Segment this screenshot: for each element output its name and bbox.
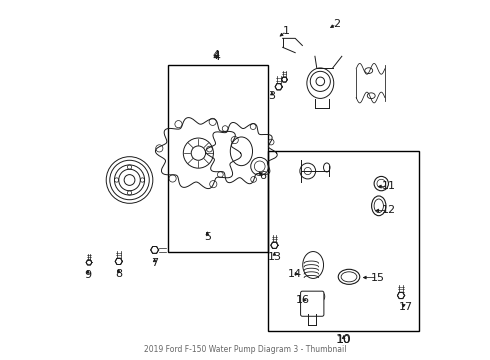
Text: 10: 10 — [337, 334, 351, 345]
Text: 10: 10 — [336, 333, 351, 346]
Text: 14: 14 — [288, 269, 301, 279]
Polygon shape — [397, 292, 405, 298]
Polygon shape — [115, 258, 122, 265]
Text: 2: 2 — [333, 19, 340, 29]
Polygon shape — [271, 242, 278, 248]
Text: 6: 6 — [259, 171, 267, 181]
Text: 8: 8 — [115, 269, 122, 279]
Text: 4: 4 — [212, 50, 220, 63]
Polygon shape — [275, 84, 282, 90]
Text: 7: 7 — [151, 258, 158, 268]
Text: 11: 11 — [381, 181, 395, 192]
Polygon shape — [151, 247, 159, 253]
Text: 17: 17 — [399, 302, 414, 312]
Bar — [269, 151, 419, 330]
Text: 15: 15 — [371, 273, 385, 283]
Polygon shape — [282, 77, 287, 82]
Text: 16: 16 — [295, 295, 309, 305]
Text: 9: 9 — [84, 270, 92, 280]
Polygon shape — [86, 260, 92, 265]
Text: 4: 4 — [213, 50, 220, 60]
FancyBboxPatch shape — [300, 291, 324, 316]
Bar — [168, 65, 269, 252]
Text: 13: 13 — [268, 252, 281, 262]
Text: 5: 5 — [204, 232, 211, 242]
Text: 12: 12 — [381, 206, 395, 216]
Text: 1: 1 — [283, 26, 290, 36]
Text: 3: 3 — [269, 91, 275, 101]
Text: 2019 Ford F-150 Water Pump Diagram 3 - Thumbnail: 2019 Ford F-150 Water Pump Diagram 3 - T… — [144, 345, 346, 354]
